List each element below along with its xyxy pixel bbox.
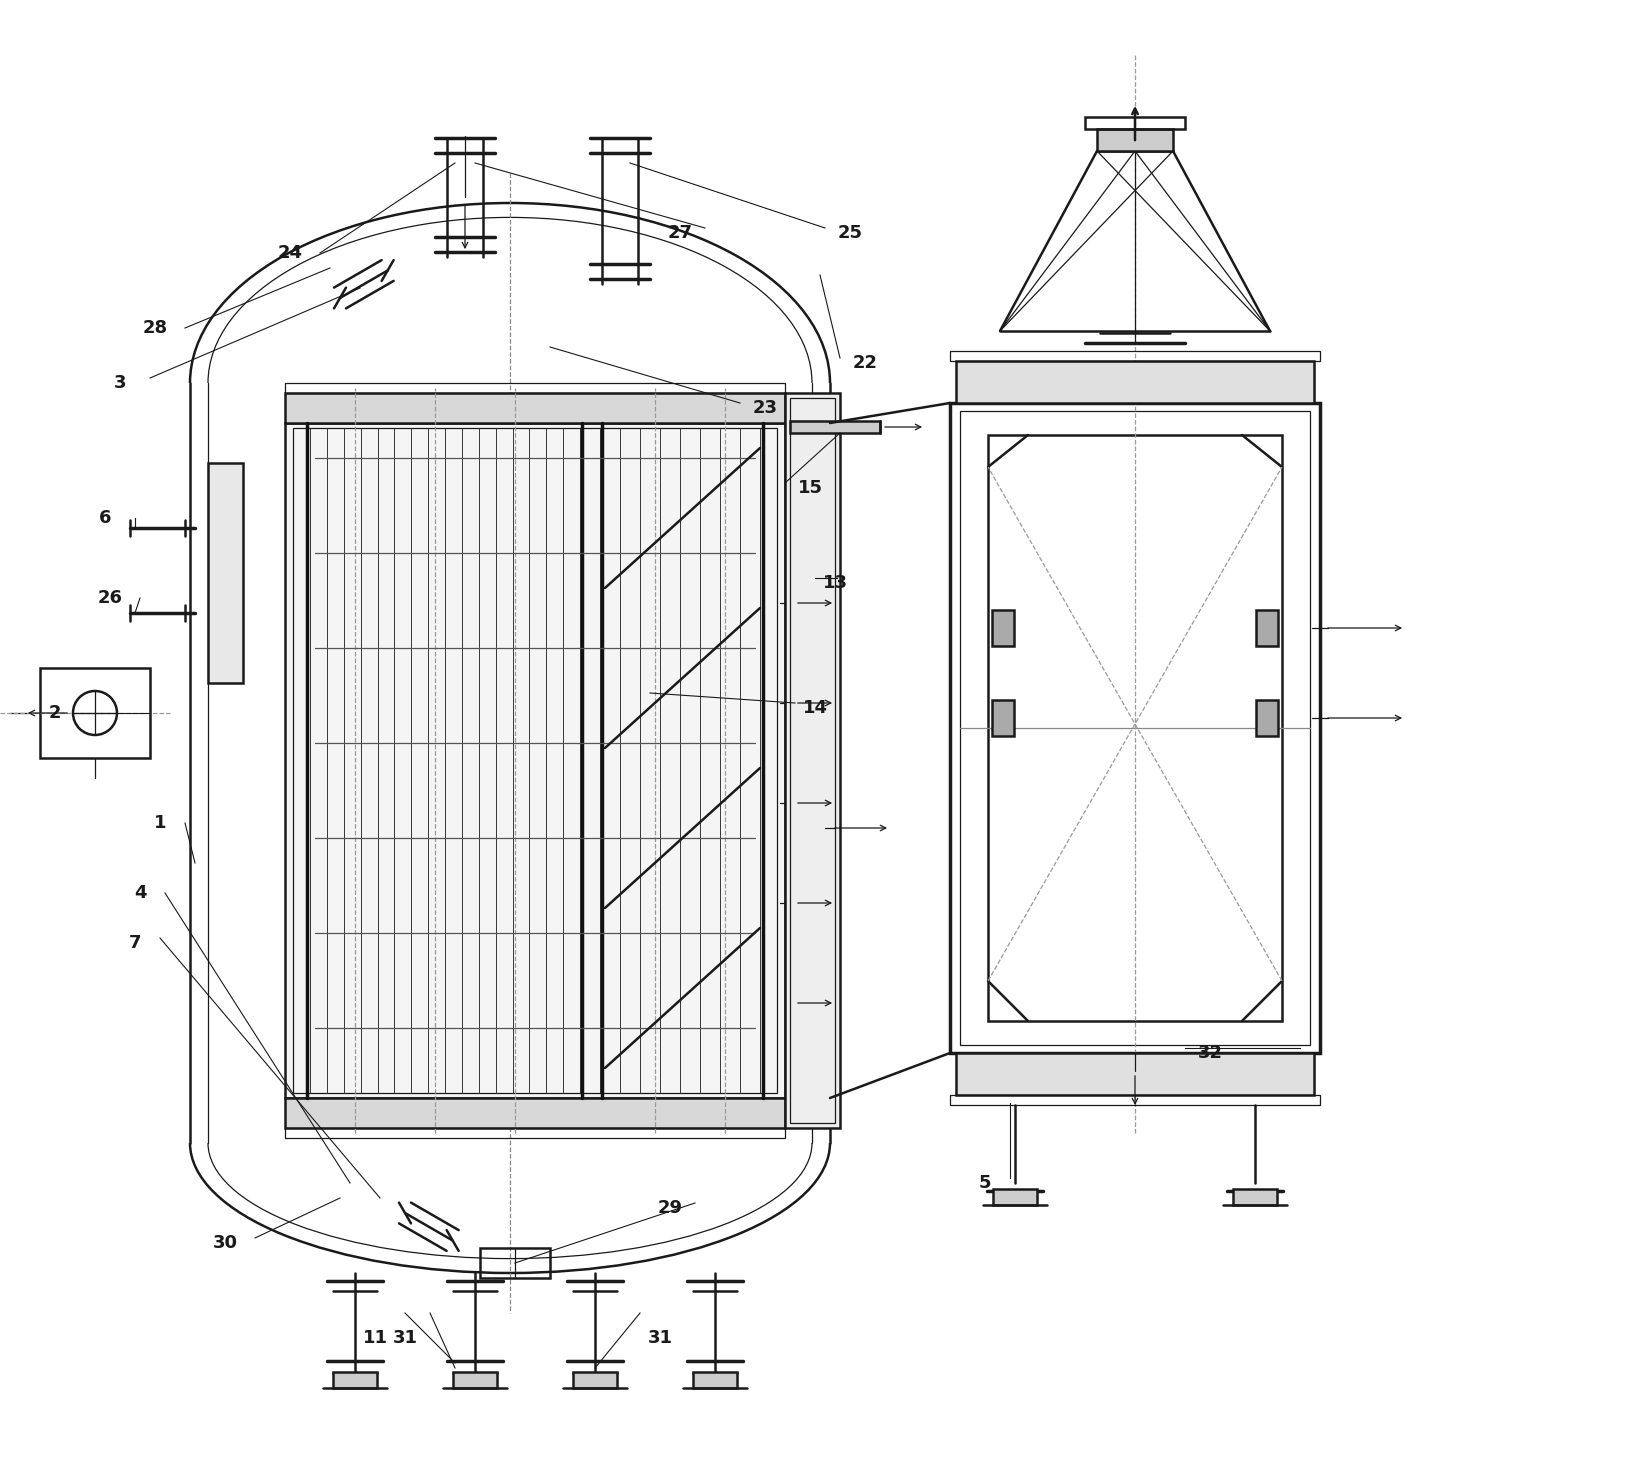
Text: 30: 30 — [212, 1233, 237, 1252]
Text: 31: 31 — [648, 1328, 672, 1347]
Text: 13: 13 — [823, 573, 847, 593]
Text: 22: 22 — [852, 354, 876, 372]
Bar — [1097, 129, 1172, 151]
Bar — [790, 421, 880, 433]
Text: 24: 24 — [277, 244, 302, 262]
Text: 26: 26 — [98, 590, 122, 607]
Bar — [950, 402, 1319, 1053]
Bar — [286, 1128, 785, 1138]
Bar — [1255, 610, 1278, 647]
Bar — [286, 1099, 785, 1128]
Bar — [955, 1053, 1314, 1094]
Text: 28: 28 — [142, 319, 168, 336]
Bar — [692, 1372, 736, 1388]
Bar — [991, 610, 1013, 647]
Bar — [207, 462, 243, 683]
Bar — [987, 435, 1281, 1021]
Bar — [992, 1189, 1036, 1206]
Text: 25: 25 — [837, 224, 862, 241]
Bar — [955, 361, 1314, 402]
Text: 7: 7 — [129, 933, 140, 952]
Text: 31: 31 — [392, 1328, 418, 1347]
Bar — [286, 394, 785, 423]
Text: 32: 32 — [1196, 1045, 1222, 1062]
Text: 5: 5 — [978, 1173, 991, 1192]
Bar — [452, 1372, 496, 1388]
Text: 6: 6 — [98, 509, 111, 527]
Bar — [950, 1094, 1319, 1105]
Text: 11: 11 — [362, 1328, 387, 1347]
Bar — [573, 1372, 617, 1388]
Text: 27: 27 — [667, 224, 692, 241]
Text: 23: 23 — [752, 399, 777, 417]
Text: 29: 29 — [658, 1200, 682, 1217]
Bar — [950, 351, 1319, 361]
Text: 4: 4 — [134, 884, 147, 903]
Text: 3: 3 — [114, 375, 126, 392]
Bar — [790, 398, 834, 1124]
Bar — [1255, 699, 1278, 736]
Bar — [1232, 1189, 1276, 1206]
Bar — [1084, 117, 1185, 129]
Bar — [785, 394, 839, 1128]
Bar — [480, 1248, 550, 1279]
Text: 15: 15 — [796, 478, 823, 497]
Text: 2: 2 — [49, 704, 62, 723]
Text: 14: 14 — [801, 699, 827, 717]
Text: 1: 1 — [153, 813, 166, 832]
Bar — [39, 669, 150, 758]
Bar — [991, 699, 1013, 736]
Bar — [286, 383, 785, 394]
Bar — [286, 423, 785, 1099]
Bar — [333, 1372, 377, 1388]
Bar — [292, 429, 777, 1093]
Bar — [960, 411, 1309, 1045]
